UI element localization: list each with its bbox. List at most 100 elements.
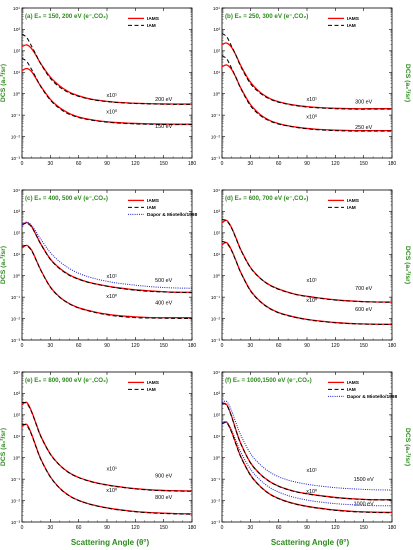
x-tick-label: 30	[248, 161, 254, 167]
y-axis-title: DCS (a₀²/sr)	[0, 246, 7, 284]
panel-title: (d) E₀ = 600, 700 eV (e⁻,CO₂)	[225, 195, 308, 202]
chart-panel-6: 0 30 60 90 120 150 180 10⁻³ 10⁻² 10⁻¹ 10⁰ 10¹ 10² 10³…	[211, 370, 411, 531]
legend-label: IAM	[147, 205, 156, 211]
curve-annotation: x10⁰	[106, 109, 117, 115]
x-tick-label: 150	[159, 343, 168, 349]
panel-title: (a) E₀ = 150, 200 eV (e⁻,CO₂)	[25, 13, 108, 20]
x-tick-label: 150	[359, 525, 368, 531]
x-tick-label: 150	[159, 161, 168, 167]
y-tick-label: 10⁻¹	[211, 477, 221, 482]
series-line-dapor	[222, 421, 392, 507]
legend-label: IAM	[347, 387, 356, 393]
series-line-iam	[222, 55, 392, 132]
legend-label: IAMS	[147, 380, 160, 386]
y-axis-title: DCS (a₀²/sr)	[404, 64, 411, 102]
curve-annotation: x10⁰	[106, 488, 117, 494]
series-line-iam	[22, 33, 192, 105]
chart-panel-5: 0 30 60 90 120 150 180 10⁻³ 10⁻² 10⁻¹ 10⁰ 10¹ 10² 10³…	[0, 370, 196, 531]
curve-annotation: 250 eV	[355, 125, 372, 131]
chart-panel-4: 0 30 60 90 120 150 180 10⁻³ 10⁻² 10⁻¹ 10⁰ 10¹ 10² 10³…	[211, 188, 411, 349]
y-tick-label: 10²	[13, 413, 20, 418]
curve-annotation: 400 eV	[155, 301, 172, 307]
series-group	[222, 33, 392, 132]
curve-annotation: x10⁰	[106, 294, 117, 300]
curve-annotation: 900 eV	[155, 473, 172, 479]
y-tick-label: 10⁰	[213, 274, 220, 279]
y-tick-label: 10¹	[213, 434, 220, 439]
chart-panel-3: 0 30 60 90 120 150 180 10⁻³ 10⁻² 10⁻¹ 10⁰ 10¹ 10² 10³…	[0, 188, 197, 349]
legend-label: IAM	[347, 23, 356, 29]
series-line-iam	[222, 219, 392, 303]
curve-annotation: x10¹	[306, 278, 317, 284]
x-tick-label: 120	[131, 525, 140, 531]
series-group	[22, 221, 192, 320]
curve-annotation: 500 eV	[155, 278, 172, 284]
y-tick-label: 10⁰	[13, 92, 20, 97]
y-tick-label: 10⁻²	[211, 316, 221, 321]
curve-annotation: 700 eV	[355, 286, 372, 292]
x-tick-label: 30	[48, 343, 54, 349]
x-tick-label: 120	[131, 161, 140, 167]
x-tick-label: 120	[331, 161, 340, 167]
x-tick-label: 0	[221, 161, 224, 167]
y-tick-label: 10⁻²	[211, 498, 221, 503]
y-tick-label: 10⁻²	[11, 134, 21, 139]
curve-annotation: x10¹	[306, 97, 317, 103]
curve-annotation: 1500 eV	[354, 477, 374, 483]
curve-annotation: 300 eV	[355, 99, 372, 105]
x-tick-label: 150	[159, 525, 168, 531]
series-line-iam	[22, 401, 192, 492]
curve-annotation: 200 eV	[155, 97, 172, 103]
x-tick-label: 0	[221, 343, 224, 349]
x-tick-label: 180	[388, 525, 397, 531]
y-tick-label: 10³	[13, 209, 20, 214]
legend-label: IAMS	[147, 198, 160, 204]
series-group	[222, 400, 392, 514]
x-tick-label: 180	[188, 525, 197, 531]
y-tick-label: 10⁴	[213, 188, 220, 193]
x-tick-label: 60	[76, 343, 82, 349]
x-tick-label: 30	[248, 525, 254, 531]
panel-title: (b) E₀ = 250, 300 eV (e⁻,CO₂)	[225, 13, 308, 20]
curve-annotation: 1000 eV	[354, 501, 374, 507]
panel-title: (c) E₀ = 400, 500 eV (e⁻,CO₂)	[25, 195, 108, 202]
y-tick-label: 10⁻¹	[211, 113, 221, 118]
y-axis-title: DCS (a₀²/sr)	[404, 246, 411, 284]
curve-annotation: x10⁰	[306, 298, 317, 304]
y-axis-title: DCS (a₀²/sr)	[404, 428, 411, 466]
series-line-iam	[222, 240, 392, 325]
y-tick-label: 10⁴	[13, 6, 20, 11]
x-axis-title-right: Scattering Angle (θ°)	[271, 538, 350, 547]
y-tick-label: 10¹	[13, 70, 20, 75]
curve-annotation: 150 eV	[155, 124, 172, 130]
x-tick-label: 90	[304, 161, 310, 167]
x-tick-label: 150	[359, 343, 368, 349]
legend-label: Dapor & Miotello/1998	[147, 212, 197, 218]
x-tick-label: 90	[104, 161, 110, 167]
series-line-iam	[222, 33, 392, 110]
y-tick-label: 10¹	[13, 434, 20, 439]
y-tick-label: 10²	[213, 413, 220, 418]
x-tick-label: 0	[21, 343, 24, 349]
x-tick-label: 60	[276, 161, 282, 167]
series-group	[22, 33, 192, 126]
y-tick-label: 10³	[213, 27, 220, 32]
x-tick-label: 0	[221, 525, 224, 531]
y-tick-label: 10³	[13, 391, 20, 396]
x-tick-label: 90	[304, 525, 310, 531]
y-tick-label: 10⁻¹	[11, 477, 21, 482]
y-tick-label: 10¹	[213, 70, 220, 75]
x-tick-label: 180	[388, 161, 397, 167]
x-tick-label: 180	[188, 343, 197, 349]
y-tick-label: 10⁻³	[211, 520, 221, 525]
y-tick-label: 10⁰	[213, 456, 220, 461]
legend-label: IAMS	[347, 16, 360, 22]
y-axis-title: DCS (a₀²/sr)	[0, 428, 7, 466]
y-tick-label: 10⁰	[213, 92, 220, 97]
x-tick-label: 60	[76, 525, 82, 531]
panel-title: (e) E₀ = 800, 900 eV (e⁻,CO₂)	[25, 377, 108, 384]
series-line-iam	[22, 57, 192, 126]
chart-panel-1: 0 30 60 90 120 150 180 10⁻³ 10⁻² 10⁻¹ 10⁰ 10¹ 10² 10³…	[0, 6, 196, 167]
y-tick-label: 10¹	[13, 252, 20, 257]
